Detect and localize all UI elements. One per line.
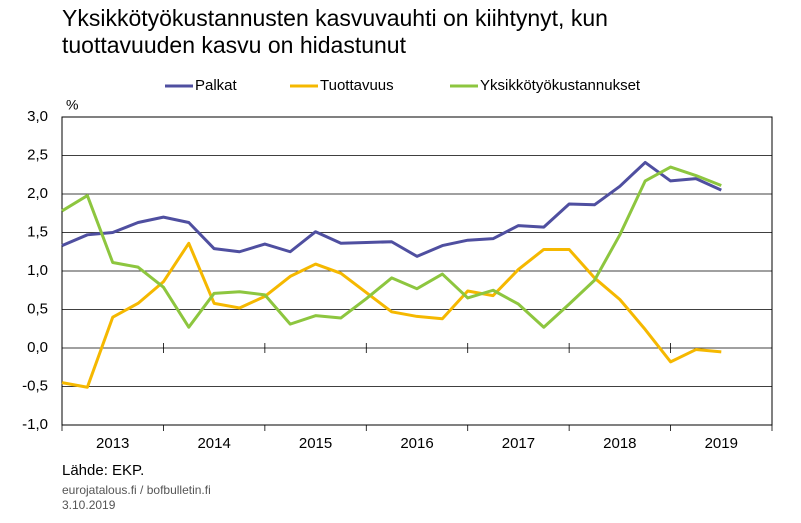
y-tick-label: 0,0 bbox=[27, 339, 48, 356]
y-tick-label: 2,5 bbox=[27, 146, 48, 163]
legend-label: Tuottavuus bbox=[320, 77, 394, 94]
footer: 3.10.2019 bbox=[62, 498, 116, 512]
series-line bbox=[61, 165, 722, 329]
source: Lähde: EKP. bbox=[62, 462, 144, 479]
chart-title: tuottavuuden kasvu on hidastunut bbox=[62, 32, 407, 58]
x-tick-label: 2017 bbox=[502, 435, 535, 452]
y-tick-label: -1,0 bbox=[22, 416, 48, 433]
x-tick-label: 2015 bbox=[299, 435, 332, 452]
x-tick-label: 2014 bbox=[197, 435, 230, 452]
x-tick-label: 2013 bbox=[96, 435, 129, 452]
footer: eurojatalous.fi / bofbulletin.fi bbox=[62, 483, 211, 497]
x-tick-label: 2016 bbox=[400, 435, 433, 452]
series-line bbox=[61, 160, 722, 258]
chart-title: Yksikkötyökustannusten kasvuvauhti on ki… bbox=[62, 5, 608, 31]
legend-label: Palkat bbox=[195, 77, 238, 94]
legend-label: Yksikkötyökustannukset bbox=[480, 77, 641, 94]
y-unit: % bbox=[66, 97, 78, 113]
plot-frame bbox=[61, 116, 773, 426]
y-tick-label: 2,0 bbox=[27, 185, 48, 202]
y-tick-label: -0,5 bbox=[22, 377, 48, 394]
x-tick-label: 2018 bbox=[603, 435, 636, 452]
y-tick-label: 3,0 bbox=[27, 108, 48, 125]
y-tick-label: 1,0 bbox=[27, 262, 48, 279]
x-tick-label: 2019 bbox=[705, 435, 738, 452]
y-tick-label: 1,5 bbox=[27, 223, 48, 240]
y-tick-label: 0,5 bbox=[27, 300, 48, 317]
series-line bbox=[61, 241, 722, 389]
